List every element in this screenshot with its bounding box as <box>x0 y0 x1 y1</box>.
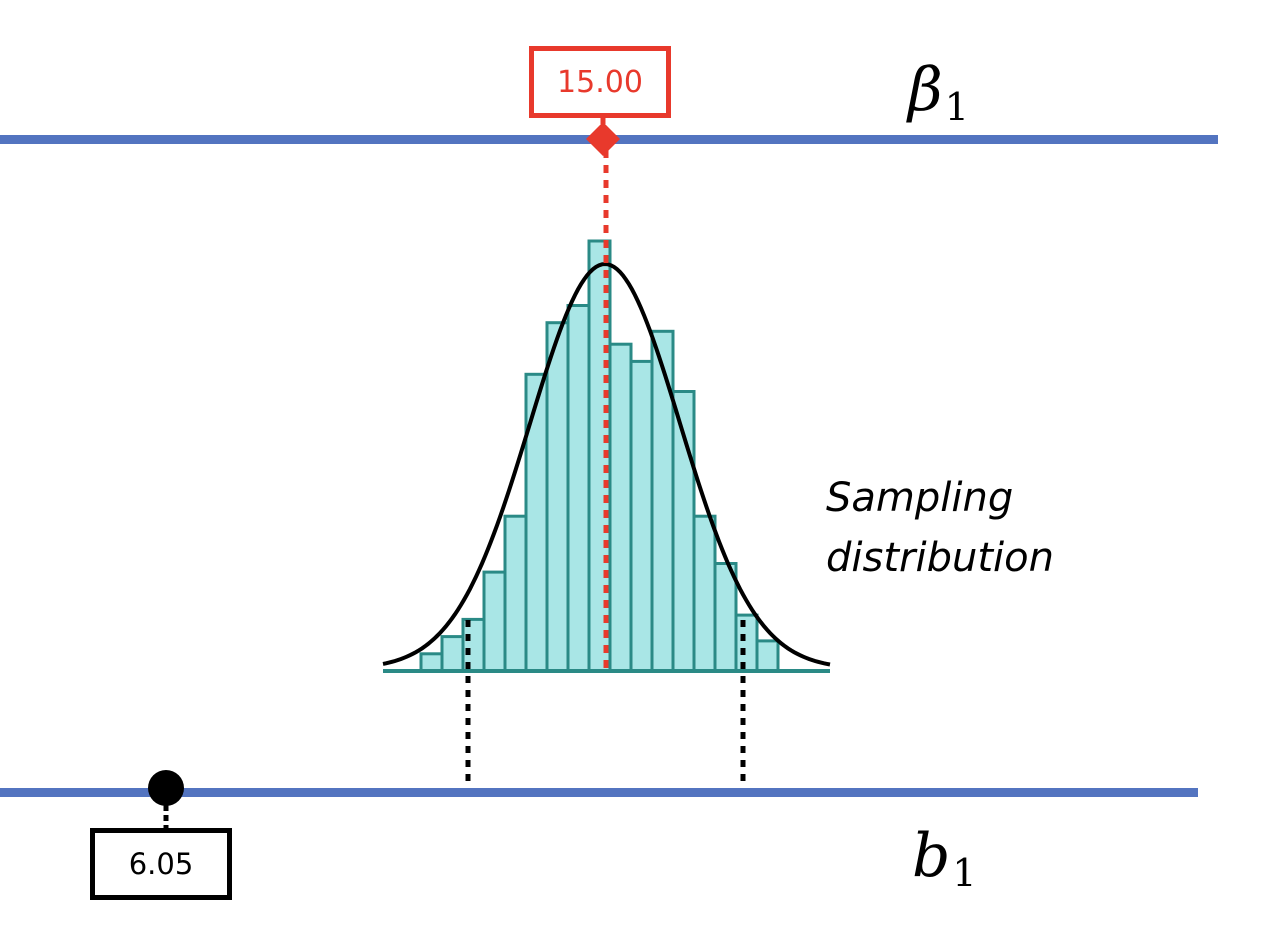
parameter-diamond-marker <box>586 122 620 156</box>
distribution-label-line1: Sampling <box>826 475 1014 521</box>
histogram-bar <box>524 372 549 673</box>
histogram-bar <box>608 342 633 673</box>
histogram-bar <box>440 635 465 673</box>
histogram-bar <box>692 514 717 673</box>
histogram-bar <box>629 359 654 673</box>
estimate-symbol: b1 <box>912 826 977 892</box>
histogram-bar <box>755 639 780 673</box>
parameter-symbol-subscript: 1 <box>944 85 969 129</box>
histogram-bar <box>650 329 675 673</box>
histogram-bar <box>734 613 759 673</box>
normal-curve <box>382 261 831 667</box>
estimate-circle-marker <box>148 770 184 806</box>
histogram-bar <box>713 562 738 673</box>
parameter-symbol: β1 <box>908 60 969 126</box>
estimate-symbol-letter: b <box>912 821 951 891</box>
distribution-label: Sampling distribution <box>826 468 1054 588</box>
histogram-bars <box>419 239 780 673</box>
estimate-symbol-subscript: 1 <box>952 851 977 895</box>
histogram-bar <box>503 514 528 673</box>
estimate-value: 6.05 <box>128 847 194 881</box>
parameter-symbol-letter: β <box>908 55 943 125</box>
estimate-value-box: 6.05 <box>90 828 232 900</box>
distribution-label-line2: distribution <box>826 535 1054 581</box>
estimate-axis-line <box>0 788 1198 797</box>
histogram-bar <box>482 570 507 673</box>
parameter-value-box: 15.00 <box>529 46 671 118</box>
histogram-bar <box>545 321 570 673</box>
parameter-value: 15.00 <box>557 64 643 100</box>
histogram-bar <box>419 652 444 673</box>
histogram-bar <box>566 304 591 673</box>
